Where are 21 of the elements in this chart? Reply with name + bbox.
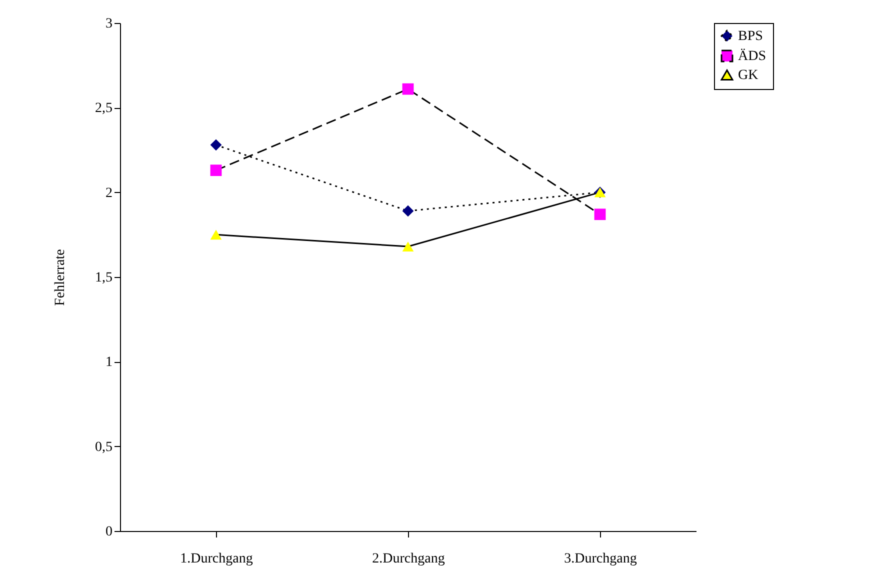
point: [402, 83, 414, 95]
legend-label: ÄDS: [738, 48, 766, 64]
y-tick-label: 1: [106, 355, 112, 370]
x-tick-label: 3.Durchgang: [564, 552, 637, 566]
y-tick-label: 2: [106, 186, 112, 201]
x-tick-label: 2.Durchgang: [372, 552, 445, 566]
point: [594, 208, 606, 220]
y-tick-label: 2,5: [95, 101, 112, 116]
point: [402, 242, 414, 252]
point: [210, 139, 222, 151]
y-tick-label: 0,5: [95, 440, 112, 455]
point: [210, 164, 222, 176]
y-axis-title: Fehlerrate: [53, 249, 68, 306]
y-tick-label: 1,5: [95, 270, 112, 286]
point: [402, 205, 414, 217]
legend-label: GK: [738, 68, 758, 83]
x-tick-label: 1.Durchgang: [180, 552, 253, 566]
point: [210, 230, 222, 240]
legend-label: BPS: [738, 29, 763, 44]
y-tick-label: 3: [106, 16, 112, 32]
y-tick-label: 0: [106, 524, 112, 540]
